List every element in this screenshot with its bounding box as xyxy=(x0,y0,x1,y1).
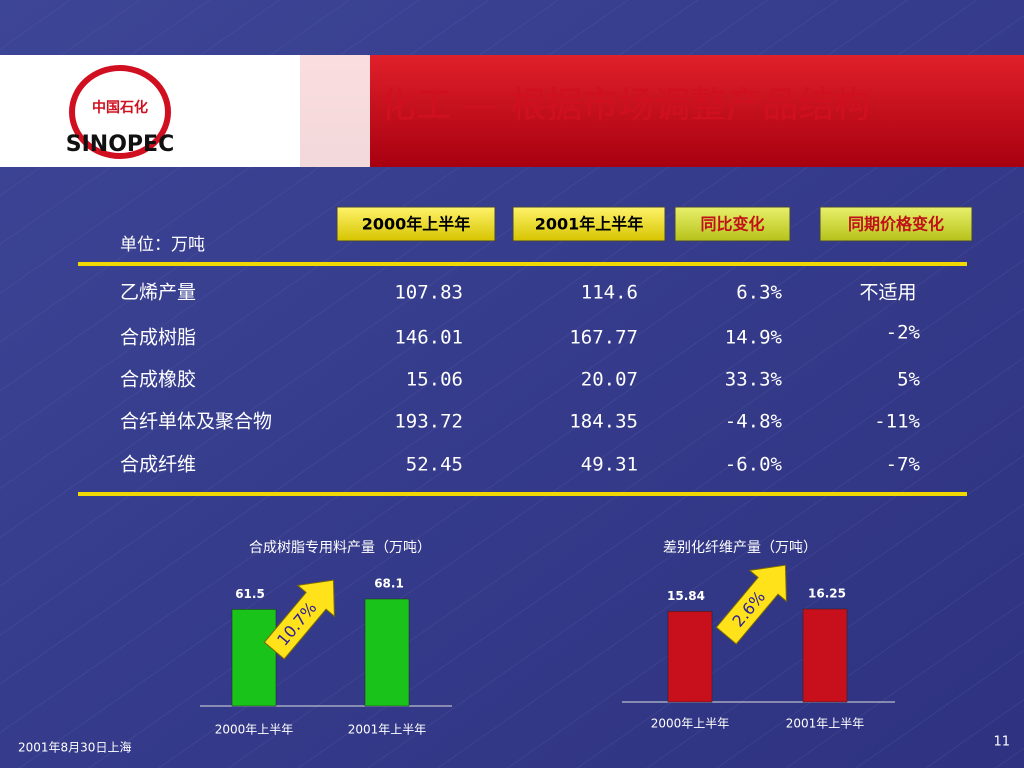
cell: -7% xyxy=(886,454,921,476)
bar xyxy=(364,598,410,707)
cell: 114.6 xyxy=(581,282,638,304)
category-label: 2000年上半年 xyxy=(215,723,294,737)
cell: 184.35 xyxy=(569,411,638,433)
unit: 单位：万吨 xyxy=(120,235,205,255)
value-label: 16.25 xyxy=(808,587,846,601)
category-label: 2001年上半年 xyxy=(348,723,427,737)
column-header-box xyxy=(819,206,973,242)
title: 化工 — 根据市场调整产品结构 xyxy=(380,85,871,126)
cell: 49.31 xyxy=(581,454,638,476)
cell: 107.83 xyxy=(394,282,463,304)
cell: -11% xyxy=(874,411,920,433)
cell: 不适用 xyxy=(859,282,916,304)
value-label: 15.84 xyxy=(667,589,705,603)
column-header-box xyxy=(336,206,496,242)
header-red xyxy=(300,55,1024,167)
value-label: 68.1 xyxy=(374,577,404,591)
logo: SINOPEC xyxy=(66,132,174,157)
logo-ring xyxy=(69,65,171,159)
logo-cn: 中国石化 xyxy=(92,99,148,116)
cell: 52.45 xyxy=(406,454,463,476)
row-label: 乙烯产量 xyxy=(120,282,196,304)
row-label: 合成纤维 xyxy=(120,454,196,476)
page-number: 11 xyxy=(993,735,1010,750)
row-label: 合成树脂 xyxy=(120,327,196,349)
cell: 33.3% xyxy=(725,369,783,391)
cell: 20.07 xyxy=(581,369,638,391)
chart-title: 合成树脂专用料产量（万吨） xyxy=(249,540,431,556)
column-header-box xyxy=(674,206,791,242)
cell: 15.06 xyxy=(406,369,463,391)
arrow-shape xyxy=(263,579,335,660)
footer-date: 2001年8月30日上海 xyxy=(18,740,131,755)
cell: -2% xyxy=(886,322,921,344)
header-fade xyxy=(170,55,370,167)
cell: -4.8% xyxy=(725,411,783,433)
row-label: 合纤单体及聚合物 xyxy=(120,411,272,433)
column-header: 2000年上半年 xyxy=(362,215,471,234)
bar xyxy=(667,611,713,703)
arrow-shape xyxy=(715,564,787,645)
cell: 146.01 xyxy=(394,327,463,349)
bar xyxy=(231,609,277,707)
cell: 6.3% xyxy=(736,282,782,304)
category-label: 2000年上半年 xyxy=(651,717,730,731)
category-label: 2001年上半年 xyxy=(786,717,865,731)
bar xyxy=(802,608,848,703)
column-header: 同比变化 xyxy=(700,215,764,234)
cell: 14.9% xyxy=(725,327,783,349)
row-label: 合成橡胶 xyxy=(120,369,196,391)
column-header: 2001年上半年 xyxy=(535,215,644,234)
column-header-box xyxy=(512,206,666,242)
cell: -6.0% xyxy=(725,454,783,476)
cell: 193.72 xyxy=(394,411,463,433)
cell: 167.77 xyxy=(569,327,638,349)
cell: 5% xyxy=(897,369,920,391)
value-label: 61.5 xyxy=(235,587,265,601)
chart-title: 差别化纤维产量（万吨） xyxy=(663,540,817,556)
column-header: 同期价格变化 xyxy=(848,215,944,234)
